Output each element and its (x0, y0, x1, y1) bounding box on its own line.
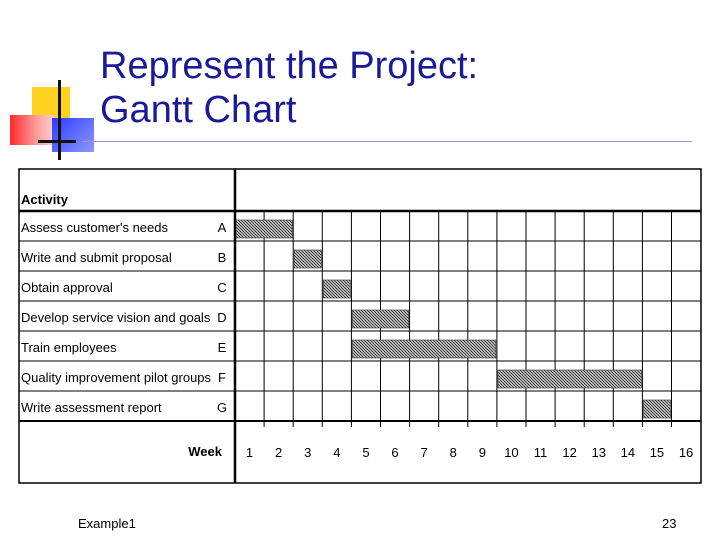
gantt-bar (322, 279, 351, 299)
week-tick-label: 4 (333, 445, 340, 460)
activity-label: Develop service vision and goals (21, 310, 211, 325)
footer-label: Example1 (78, 516, 136, 531)
week-tick-label: 1 (246, 445, 253, 460)
slide-number: 23 (662, 516, 677, 531)
activity-label: Assess customer's needs (21, 220, 168, 235)
activity-code: D (217, 310, 226, 325)
activity-label: Write and submit proposal (21, 250, 172, 265)
activity-code: F (218, 370, 226, 385)
gantt-bar (497, 369, 642, 389)
activity-code: A (218, 220, 227, 235)
week-tick-label: 11 (534, 445, 548, 460)
week-tick-label: 2 (275, 445, 282, 460)
activity-label: Train employees (21, 340, 117, 355)
activity-label: Obtain approval (21, 280, 113, 295)
week-tick-label: 3 (304, 445, 311, 460)
week-tick-label: 12 (562, 445, 576, 460)
slide-title-line-2: Gantt Chart (100, 89, 297, 131)
activity-label: Quality improvement pilot groups (21, 370, 212, 385)
week-tick-label: 8 (450, 445, 457, 460)
week-tick-label: 10 (504, 445, 518, 460)
activity-code: G (217, 400, 227, 415)
week-tick-label: 14 (621, 445, 635, 460)
gantt-bar (352, 339, 497, 359)
week-tick-label: 9 (479, 445, 486, 460)
gantt-bar (235, 219, 293, 239)
title-divider (82, 141, 692, 142)
activity-header: Activity (21, 192, 69, 207)
slide-title-line-1: Represent the Project: (100, 45, 479, 87)
decor-vertical-line (58, 80, 61, 160)
activity-code: C (217, 280, 226, 295)
decor-horizontal-line (38, 140, 76, 143)
week-tick-label: 13 (592, 445, 606, 460)
slide-title: Represent the Project: Gantt Chart (100, 44, 478, 132)
gantt-bar (643, 399, 671, 419)
week-axis-label: Week (188, 444, 222, 459)
activity-code: E (218, 340, 227, 355)
week-tick-label: 6 (391, 445, 398, 460)
gantt-bar (352, 309, 409, 329)
week-tick-label: 15 (650, 445, 664, 460)
activity-code: B (218, 250, 227, 265)
week-tick-label: 5 (362, 445, 369, 460)
gantt-bar (293, 249, 322, 269)
week-tick-label: 7 (421, 445, 428, 460)
week-tick-label: 16 (679, 445, 693, 460)
chart-frame (18, 168, 702, 484)
activity-label: Write assessment report (21, 400, 162, 415)
